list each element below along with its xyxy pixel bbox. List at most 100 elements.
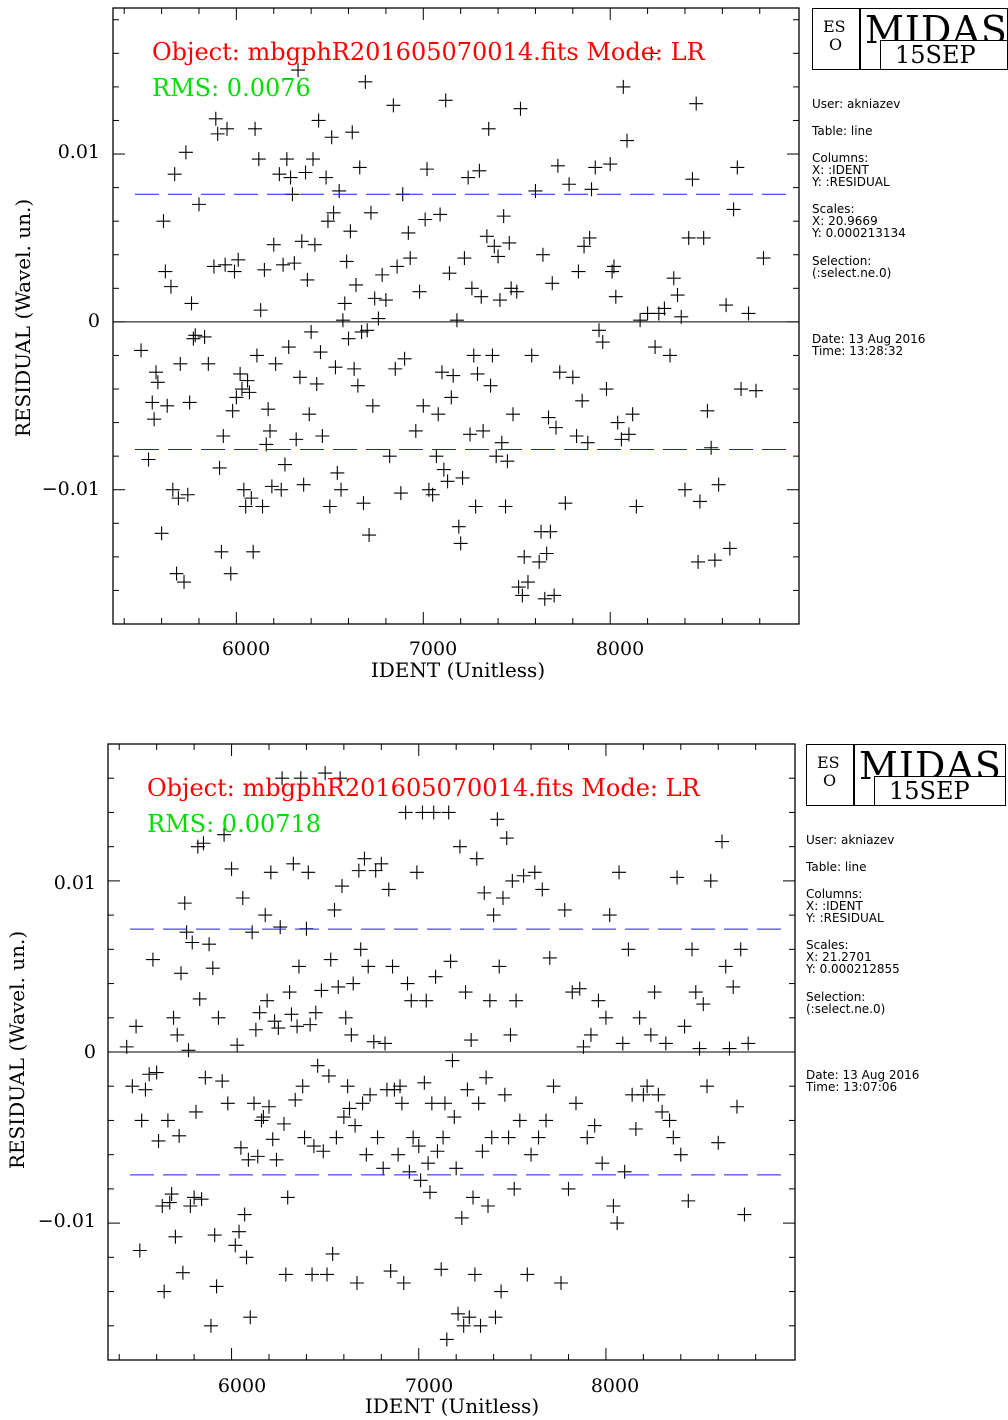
data-point [464, 1033, 479, 1048]
rms-label-2: RMS: 0.00718 [147, 810, 321, 838]
data-point [361, 959, 376, 974]
data-point [150, 375, 165, 390]
data-point [134, 1113, 149, 1128]
data-point [419, 993, 434, 1008]
data-point [331, 979, 346, 994]
data-point [487, 239, 502, 254]
data-point [696, 997, 711, 1012]
data-point [406, 1130, 421, 1145]
data-point [225, 403, 240, 418]
data-point [243, 1310, 258, 1325]
data-point [457, 251, 472, 266]
data-point [501, 1130, 516, 1145]
scales-heading-2: Scales: [806, 938, 849, 952]
data-point [383, 1264, 398, 1279]
y-tick-label-1-top: 0.01 [58, 141, 100, 163]
data-point [233, 366, 248, 381]
date-label-1: Date: 13 Aug 2016 [812, 332, 926, 346]
data-point [156, 214, 171, 229]
data-point [306, 1139, 321, 1154]
data-point [524, 348, 539, 363]
data-point [587, 1118, 602, 1133]
plot-panel-2: Object: mbgphR201605070014.fits Mode: LR… [0, 720, 1008, 1420]
data-point [296, 477, 311, 492]
data-point [236, 482, 251, 497]
data-point [453, 536, 468, 551]
data-point [462, 1310, 477, 1325]
data-point [387, 1082, 402, 1097]
data-point [542, 950, 557, 965]
data-point [145, 395, 160, 410]
data-point [264, 479, 279, 494]
data-point [168, 1229, 183, 1244]
columns-y-1: Y: :RESIDUAL [812, 175, 890, 189]
data-point [595, 1156, 610, 1171]
data-point [218, 257, 233, 272]
data-point [179, 925, 194, 940]
data-point [400, 976, 415, 991]
data-point [434, 1262, 449, 1277]
data-point [599, 382, 614, 397]
data-point [663, 348, 678, 363]
eso-logo-o-1: O [829, 35, 843, 54]
data-point [606, 1199, 621, 1213]
data-point [424, 1096, 439, 1111]
data-point [359, 1147, 374, 1162]
data-point [242, 385, 257, 400]
data-point [595, 335, 610, 350]
data-point [170, 1027, 185, 1042]
data-point [248, 121, 263, 136]
scales-heading-1: Scales: [812, 202, 855, 216]
data-point [524, 1147, 539, 1162]
data-point [178, 145, 193, 160]
data-point [602, 908, 617, 923]
data-point [286, 856, 301, 871]
data-point [662, 1113, 677, 1128]
data-point [469, 851, 484, 866]
residual-chart-1: Object: mbgphR201605070014.fits Mode: LR… [11, 7, 800, 682]
data-point [174, 966, 189, 981]
data-point [583, 1027, 598, 1042]
data-point [482, 993, 497, 1008]
data-point [580, 1130, 595, 1145]
data-point [621, 427, 636, 442]
data-point [401, 225, 416, 240]
data-point [386, 98, 401, 113]
data-point [500, 454, 515, 469]
data-point [247, 1096, 262, 1111]
data-point [477, 885, 492, 900]
data-point [220, 121, 235, 136]
data-point [282, 985, 297, 1000]
data-point [252, 1005, 267, 1020]
data-point [190, 839, 205, 854]
data-point [169, 566, 184, 581]
axes-frame-1 [112, 7, 800, 625]
data-point [279, 152, 294, 167]
data-point [466, 348, 481, 363]
data-point [385, 959, 400, 974]
data-point [291, 63, 306, 78]
object-title-2: Object: mbgphR201605070014.fits Mode: LR [147, 774, 701, 802]
data-point [145, 952, 160, 967]
data-point [177, 575, 192, 590]
data-point [341, 331, 356, 346]
data-point [393, 1079, 408, 1094]
data-point [658, 1036, 673, 1051]
data-point [421, 1156, 436, 1171]
data-point [233, 1140, 248, 1155]
data-point [458, 985, 473, 1000]
version-box-1: 15SEP [880, 40, 1008, 70]
data-point [691, 554, 706, 569]
data-point [382, 449, 397, 464]
data-point [617, 1164, 632, 1179]
data-point [704, 440, 719, 455]
version-box-2: 15SEP [874, 776, 1006, 806]
data-point [298, 165, 313, 180]
data-point [355, 1096, 370, 1111]
data-point [688, 985, 703, 1000]
data-point [733, 942, 748, 957]
data-point [550, 158, 565, 173]
data-point [246, 544, 261, 559]
data-point [666, 271, 681, 286]
data-point [229, 390, 244, 405]
